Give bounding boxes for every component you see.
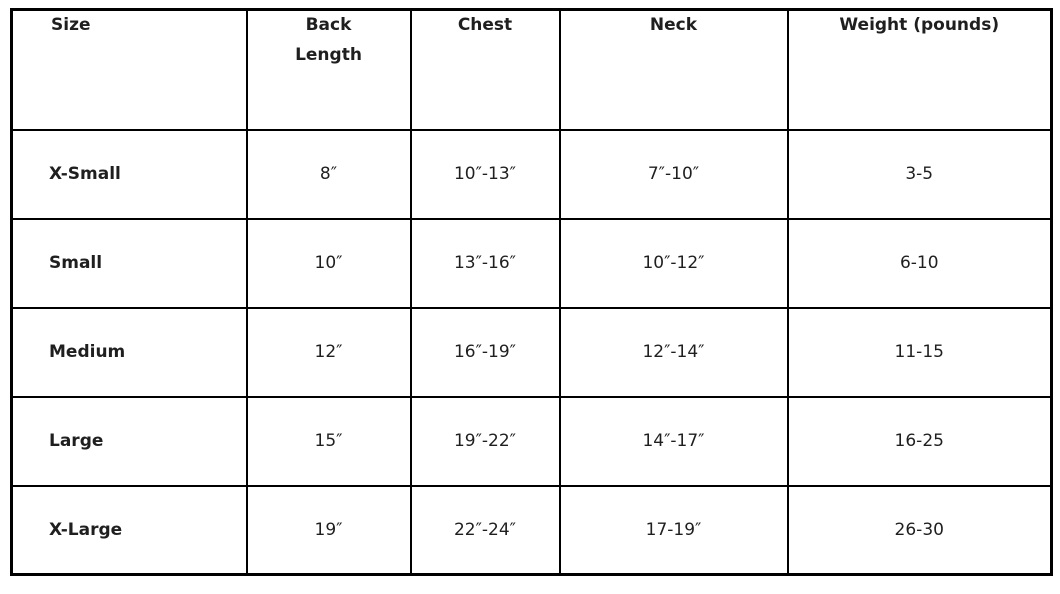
neck-cell: 10″-12″ [558,217,789,309]
back-length-cell: 10″ [245,217,412,309]
neck-cell: 14″-17″ [558,395,789,487]
size-cell: X-Large [10,484,248,576]
table-row-medium: Medium 12″ 16″-19″ 12″-14″ 11-15 [10,306,1053,398]
column-header-neck: Neck [558,8,789,131]
neck-cell: 12″-14″ [558,306,789,398]
size-cell: Medium [10,306,248,398]
column-header-chest: Chest [409,8,561,131]
table-row-x-small: X-Small 8″ 10″-13″ 7″-10″ 3-5 [10,128,1053,220]
chest-cell: 13″-16″ [409,217,561,309]
size-cell: X-Small [10,128,248,220]
weight-cell: 3-5 [786,128,1053,220]
chest-cell: 10″-13″ [409,128,561,220]
size-chart-table: Size Back Length Chest Neck Weight (poun… [10,8,1053,576]
column-header-back-length-label: Back Length [295,15,362,65]
size-cell: Large [10,395,248,487]
back-length-cell: 12″ [245,306,412,398]
neck-cell: 17-19″ [558,484,789,576]
size-cell: Small [10,217,248,309]
weight-cell: 16-25 [786,395,1053,487]
weight-cell: 11-15 [786,306,1053,398]
header-row: Size Back Length Chest Neck Weight (poun… [10,8,1053,131]
chest-cell: 22″-24″ [409,484,561,576]
back-length-cell: 15″ [245,395,412,487]
table-row-large: Large 15″ 19″-22″ 14″-17″ 16-25 [10,395,1053,487]
column-header-back-length: Back Length [245,8,412,131]
weight-cell: 6-10 [786,217,1053,309]
chest-cell: 19″-22″ [409,395,561,487]
chest-cell: 16″-19″ [409,306,561,398]
table-row-x-large: X-Large 19″ 22″-24″ 17-19″ 26-30 [10,484,1053,576]
column-header-weight: Weight (pounds) [786,8,1053,131]
back-length-cell: 8″ [245,128,412,220]
column-header-size: Size [10,8,248,131]
table-row-small: Small 10″ 13″-16″ 10″-12″ 6-10 [10,217,1053,309]
weight-cell: 26-30 [786,484,1053,576]
neck-cell: 7″-10″ [558,128,789,220]
back-length-cell: 19″ [245,484,412,576]
